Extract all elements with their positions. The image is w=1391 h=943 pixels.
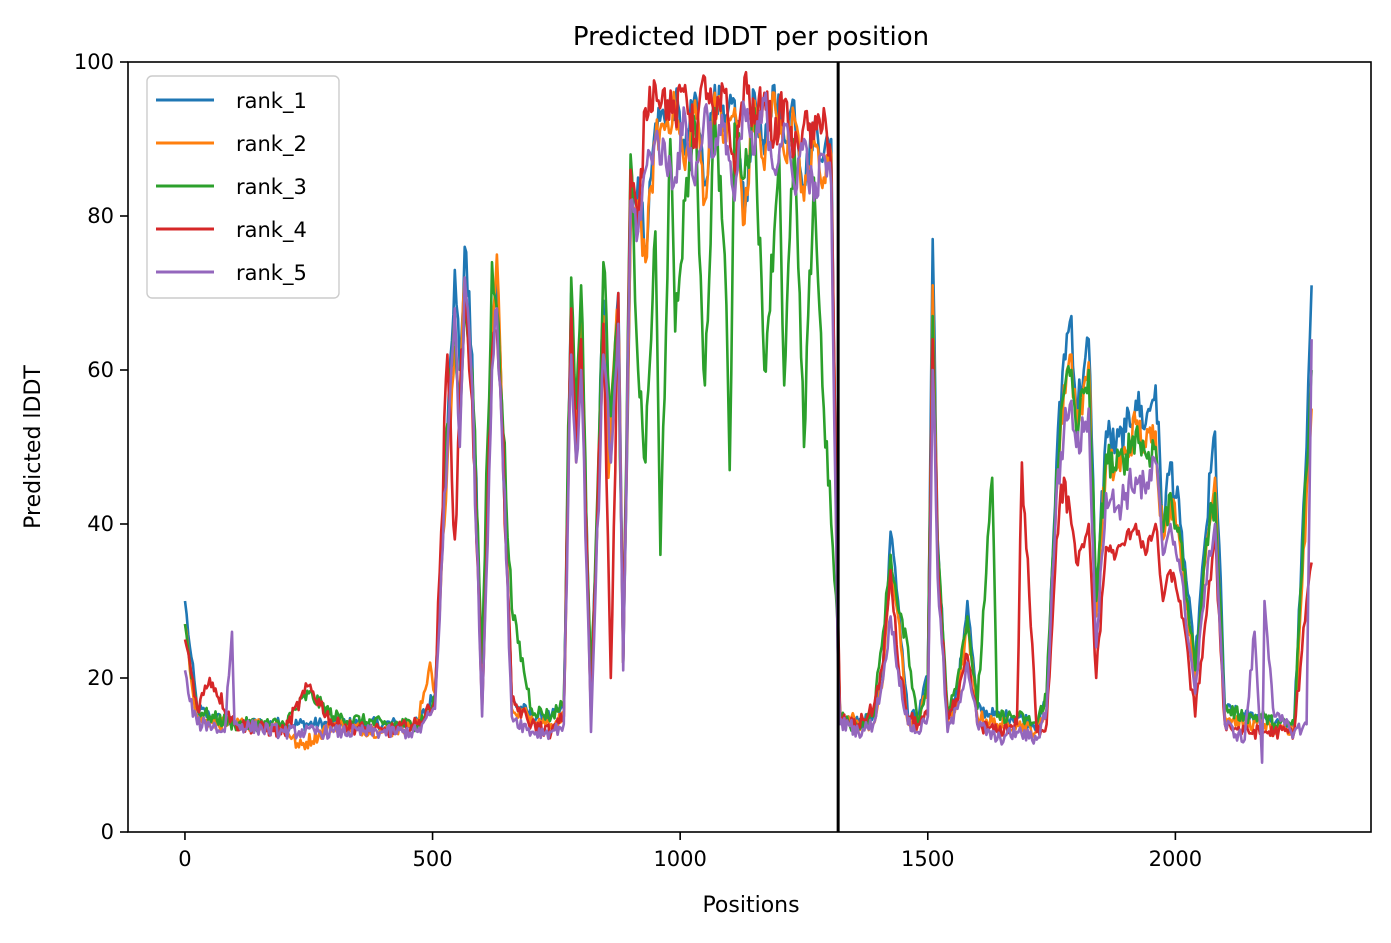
x-tick-label: 2000 [1149, 847, 1202, 871]
series-line-rank_2 [183, 90, 1313, 751]
chart-title: Predicted lDDT per position [573, 22, 929, 52]
x-axis-ticks: 0 500 1000 1500 2000 [178, 832, 1202, 871]
x-tick-label: 1000 [653, 847, 706, 871]
chart-legend: rank_1 rank_2 rank_3 rank_4 rank_5 [146, 75, 340, 299]
legend-label-rank_4: rank_4 [236, 218, 307, 243]
legend-label-rank_3: rank_3 [236, 175, 307, 200]
y-tick-label: 60 [87, 358, 114, 382]
legend-box [146, 75, 340, 299]
x-tick-label: 0 [178, 847, 191, 871]
series-line-rank_5 [183, 91, 1313, 764]
x-tick-label: 1500 [901, 847, 954, 871]
y-tick-label: 20 [87, 666, 114, 690]
y-axis-title: Predicted lDDT [21, 365, 46, 529]
y-axis-ticks: 0 20 40 60 80 100 [74, 50, 128, 844]
legend-label-rank_5: rank_5 [236, 261, 307, 286]
legend-label-rank_2: rank_2 [236, 132, 307, 157]
y-tick-label: 0 [101, 820, 114, 844]
x-axis-title: Positions [702, 893, 799, 918]
y-tick-label: 100 [74, 50, 114, 74]
plot-frame [127, 61, 1372, 833]
x-tick-label: 500 [413, 847, 453, 871]
y-tick-label: 80 [87, 204, 114, 228]
legend-label-rank_1: rank_1 [236, 89, 307, 114]
series-layer [183, 70, 1313, 764]
y-tick-label: 40 [87, 512, 114, 536]
